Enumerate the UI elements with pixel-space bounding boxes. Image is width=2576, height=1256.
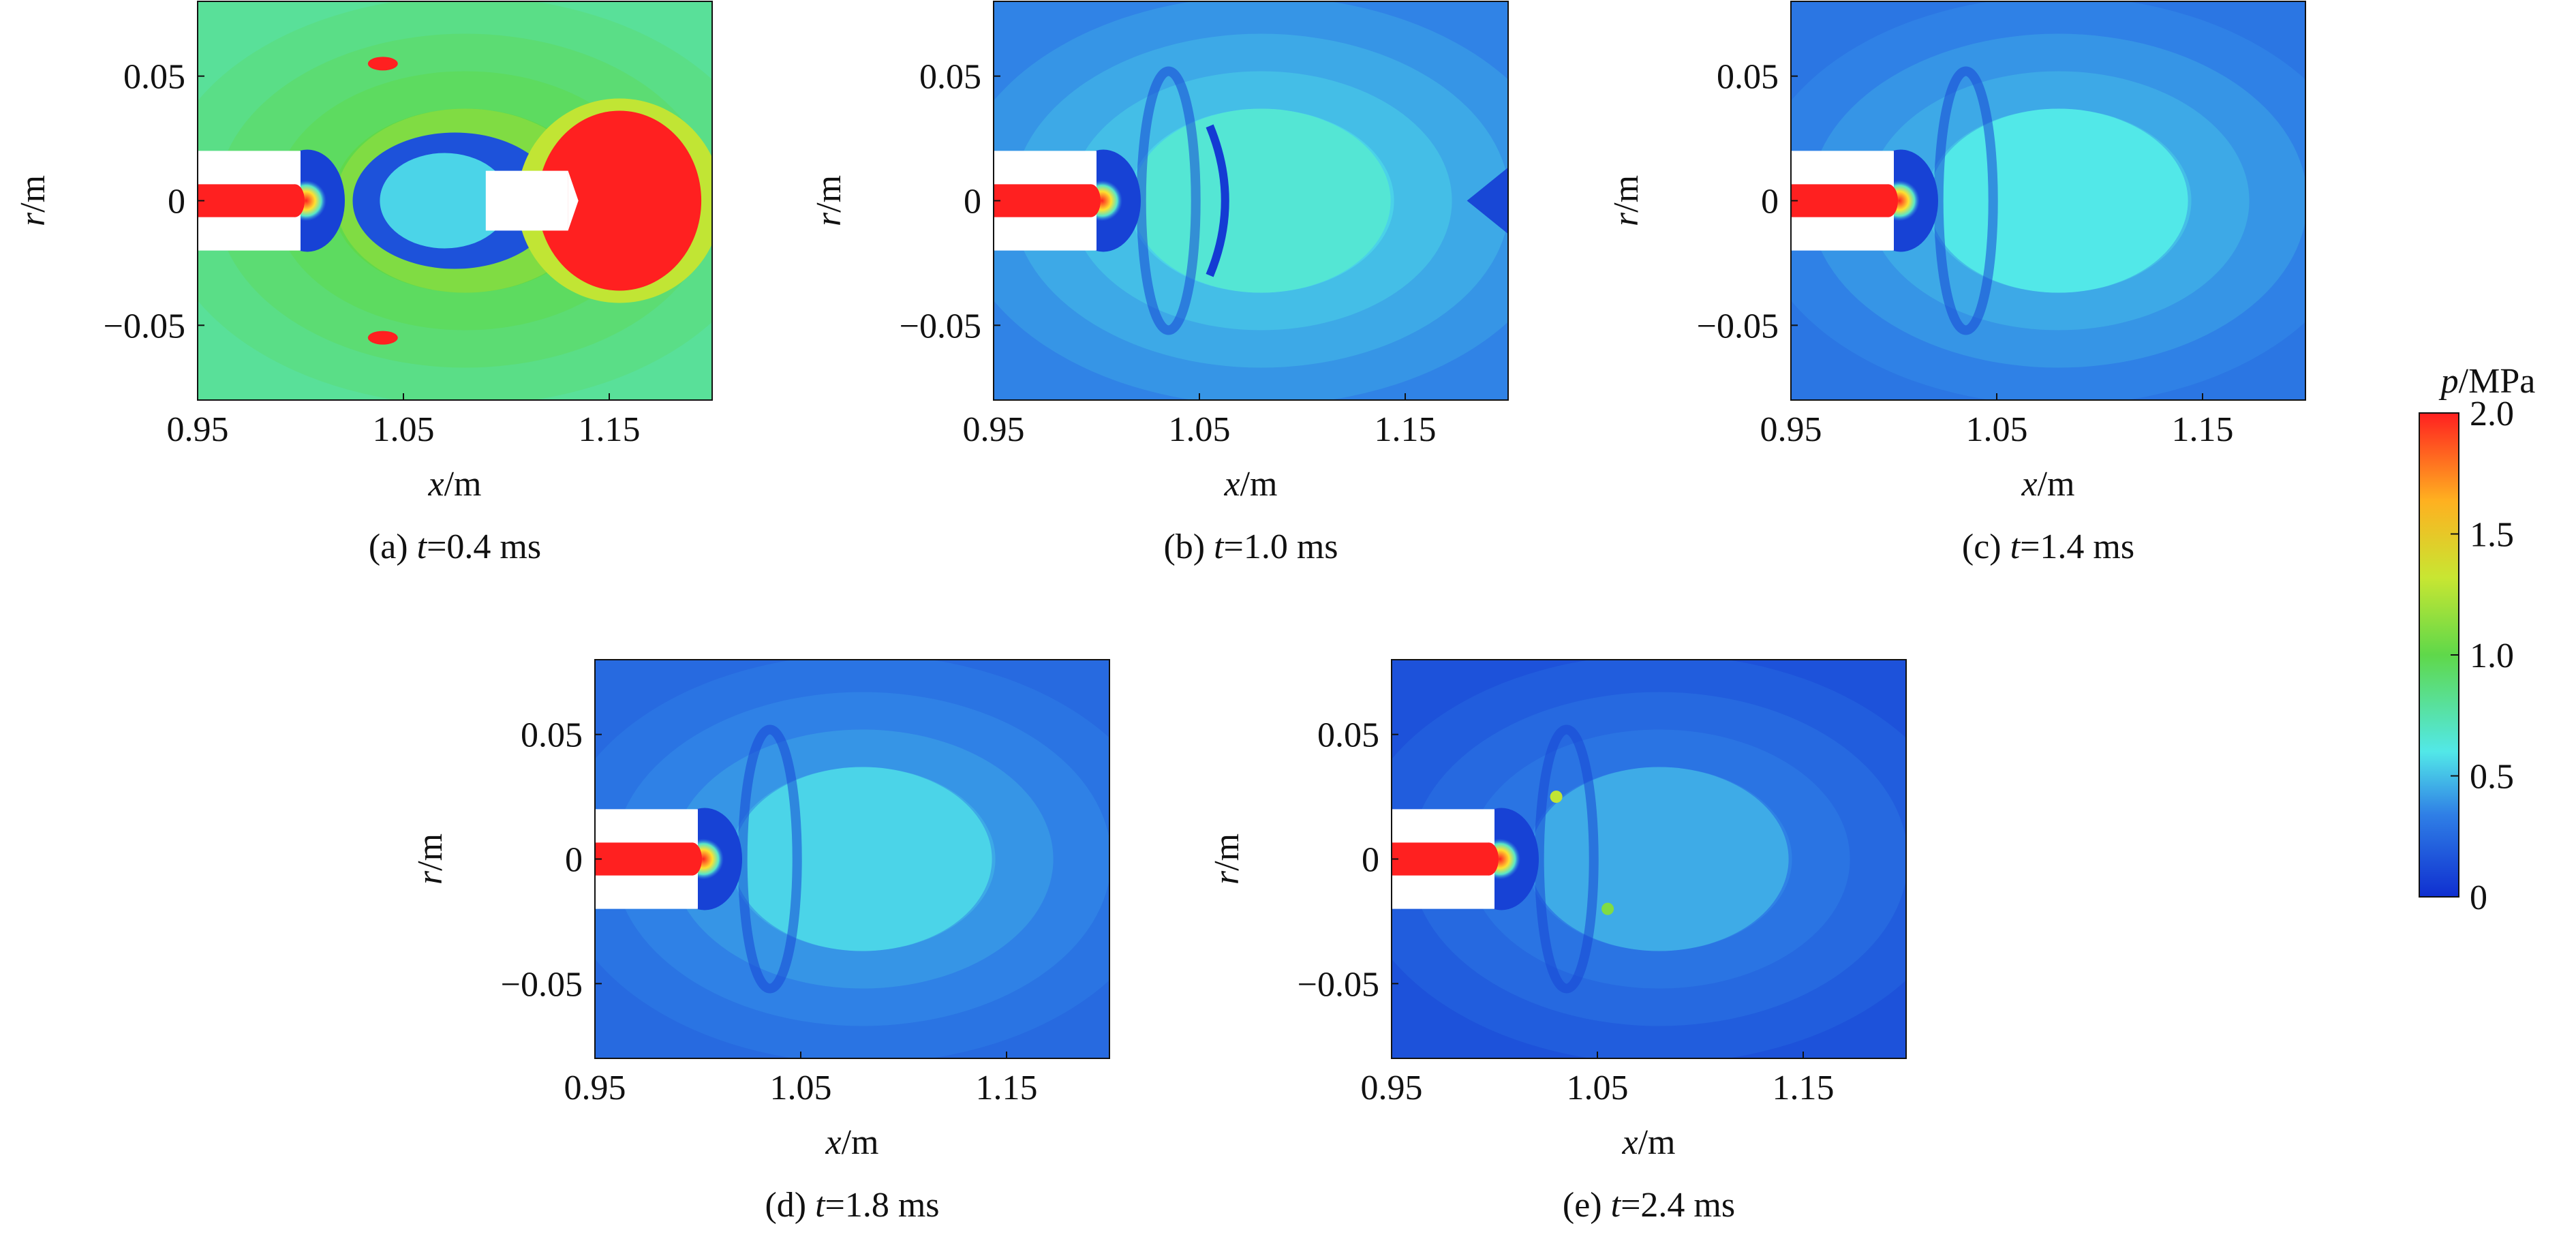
- shock-front: [1534, 724, 1599, 994]
- hot-spot: [1550, 791, 1563, 803]
- x-tick-label: 1.15: [2172, 410, 2234, 449]
- colorbar-tick-label: 0.5: [2470, 758, 2514, 797]
- y-tick-label: 0: [1362, 841, 1379, 880]
- x-tick-label: 1.05: [373, 410, 435, 449]
- x-axis-label: x/m: [1622, 1123, 1676, 1162]
- barrel-gas-tip: [1879, 184, 1898, 217]
- colorbar-tick-label: 1.0: [2470, 637, 2514, 675]
- barrel-gas-tip: [1082, 184, 1101, 217]
- y-axis-label: r/m: [810, 175, 848, 226]
- x-tick-label: 0.95: [564, 1069, 626, 1107]
- pressure-field: [1791, 1, 2305, 400]
- panel-caption: (b) t=1.0 ms: [1163, 527, 1338, 566]
- colorbar-tick-label: 0: [2470, 878, 2487, 917]
- panel-caption: (a) t=0.4 ms: [369, 527, 541, 566]
- y-tick-label: −0.05: [900, 307, 981, 346]
- y-tick-label: 0.05: [123, 58, 185, 97]
- x-tick-label: 1.15: [579, 410, 641, 449]
- x-tick-label: 1.15: [976, 1069, 1038, 1107]
- y-axis-label: r/m: [1607, 175, 1646, 226]
- panel-a: 0.95 1.05 1.15 0.05 0 −0.05 x/m r/m (a) t=0.4 ms: [14, 1, 713, 566]
- panel-caption: (c) t=1.4 ms: [1962, 527, 2134, 566]
- hot-spot: [1601, 902, 1614, 915]
- panel-caption: (d) t=1.8 ms: [765, 1186, 939, 1225]
- y-tick-label: 0: [964, 183, 981, 221]
- colorbar-label: p/MPa: [2438, 362, 2536, 401]
- y-tick-label: 0: [1761, 183, 1779, 221]
- jet-region: [1529, 767, 1789, 951]
- panel-b: 0.95 1.05 1.15 0.05 0 −0.05 x/m r/m (b) t=1.0 ms: [810, 1, 1509, 566]
- x-tick-label: 1.15: [1375, 410, 1437, 449]
- shock-front: [1933, 66, 1998, 335]
- pressure-field: [198, 1, 712, 400]
- y-axis-label: r/m: [1208, 833, 1246, 885]
- shock-front: [737, 724, 802, 994]
- barrel-gas: [1392, 842, 1489, 876]
- y-tick-label: −0.05: [104, 307, 185, 346]
- y-tick-label: −0.05: [1298, 965, 1379, 1004]
- y-tick-label: 0: [565, 841, 583, 880]
- barrel-gas: [198, 184, 295, 217]
- x-axis-label: x/m: [1224, 465, 1278, 504]
- x-tick-label: 1.05: [770, 1069, 832, 1107]
- shock-front: [1136, 66, 1201, 335]
- panel-d: 0.95 1.05 1.15 0.05 0 −0.05 x/m r/m (d) t=1.8 ms: [411, 659, 1110, 1225]
- x-tick-label: 0.95: [1361, 1069, 1423, 1107]
- y-tick-label: −0.05: [501, 965, 583, 1004]
- colorbar-tick-label: 1.5: [2470, 516, 2514, 555]
- barrel-gas-tip: [683, 842, 702, 876]
- vortex-hot-spot: [367, 331, 398, 345]
- jet-region: [1131, 108, 1391, 293]
- jet-region: [733, 767, 992, 951]
- y-axis-label: r/m: [411, 833, 450, 885]
- x-axis-label: x/m: [428, 465, 482, 504]
- barrel-gas-tip: [1479, 842, 1499, 876]
- x-tick-label: 1.05: [1567, 1069, 1629, 1107]
- pressure-field: [1392, 660, 1906, 1058]
- y-tick-label: 0.05: [521, 716, 583, 755]
- y-axis-label: r/m: [14, 175, 52, 226]
- y-tick-label: −0.05: [1697, 307, 1779, 346]
- x-axis-label: x/m: [2021, 465, 2075, 504]
- panel-e: 0.95 1.05 1.15 0.05 0 −0.05 x/m r/m (e) t=2.4 ms: [1208, 659, 1907, 1225]
- barrel-gas: [994, 184, 1091, 217]
- x-tick-label: 1.05: [1966, 410, 2028, 449]
- y-tick-label: 0.05: [1317, 716, 1379, 755]
- y-tick-label: 0.05: [919, 58, 981, 97]
- barrel-gas-tip: [286, 184, 305, 217]
- x-tick-label: 1.05: [1169, 410, 1231, 449]
- barrel-gas: [595, 842, 692, 876]
- outflow-wedge: [1467, 167, 1508, 234]
- barrel-gas: [1791, 184, 1888, 217]
- projectile-shock: [538, 110, 702, 291]
- projectile-nose: [568, 170, 579, 231]
- pressure-field: [595, 660, 1109, 1058]
- jet-core: [380, 153, 510, 249]
- x-tick-label: 0.95: [1760, 410, 1822, 449]
- vortex-hot-spot: [367, 57, 398, 71]
- panel-caption: (e) t=2.4 ms: [1563, 1186, 1735, 1225]
- secondary-shock: [1206, 124, 1229, 277]
- projectile: [485, 170, 568, 231]
- colorbar: 0 0.5 1.0 1.5 2.0p/MPa: [2419, 362, 2535, 917]
- y-tick-label: 0: [168, 183, 185, 221]
- jet-region: [1929, 108, 2188, 293]
- panel-c: 0.95 1.05 1.15 0.05 0 −0.05 x/m r/m (c) t=1.4 ms: [1607, 1, 2306, 566]
- x-axis-label: x/m: [825, 1123, 879, 1162]
- x-tick-label: 1.15: [1773, 1069, 1835, 1107]
- colorbar-tick-label: 2.0: [2470, 395, 2514, 433]
- y-tick-label: 0.05: [1717, 58, 1779, 97]
- pressure-field: [994, 1, 1508, 400]
- x-tick-label: 0.95: [167, 410, 229, 449]
- x-tick-label: 0.95: [963, 410, 1025, 449]
